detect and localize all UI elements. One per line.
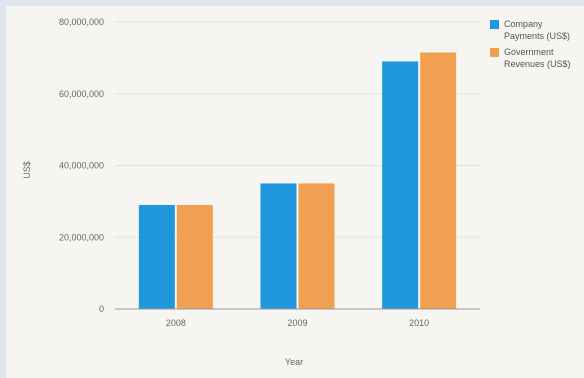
legend-swatch-company bbox=[490, 20, 499, 29]
x-tick-label: 2010 bbox=[409, 318, 429, 328]
y-tick-label: 80,000,000 bbox=[59, 17, 104, 27]
x-axis-label: Year bbox=[285, 357, 303, 367]
x-axis-ticks: 2008 2009 2010 bbox=[166, 318, 429, 328]
bar-government-2010[interactable] bbox=[420, 52, 457, 310]
x-tick-label: 2008 bbox=[166, 318, 186, 328]
bar-company-2009[interactable] bbox=[260, 183, 297, 309]
bars bbox=[138, 52, 457, 310]
legend-item-company[interactable]: Company Payments (US$) bbox=[490, 18, 580, 42]
bar-government-2008[interactable] bbox=[176, 204, 213, 309]
grid-lines bbox=[115, 21, 480, 238]
legend-item-government[interactable]: Government Revenues (US$) bbox=[490, 46, 580, 70]
legend-label-government: Government Revenues (US$) bbox=[504, 47, 571, 69]
y-tick-label: 60,000,000 bbox=[59, 89, 104, 99]
legend-swatch-government bbox=[490, 48, 499, 57]
bar-company-2010[interactable] bbox=[382, 61, 419, 310]
bar-government-2009[interactable] bbox=[298, 183, 335, 309]
x-tick-label: 2009 bbox=[287, 318, 307, 328]
legend-label-company: Company Payments (US$) bbox=[504, 19, 571, 41]
legend: Company Payments (US$) Government Revenu… bbox=[490, 18, 580, 74]
y-tick-label: 20,000,000 bbox=[59, 232, 104, 242]
y-tick-label: 40,000,000 bbox=[59, 161, 104, 171]
y-axis-ticks: 0 20,000,000 40,000,000 60,000,000 80,000,00… bbox=[59, 17, 104, 314]
bar-company-2008[interactable] bbox=[138, 204, 175, 309]
y-axis-label: US$ bbox=[22, 161, 32, 179]
y-tick-label: 0 bbox=[99, 304, 104, 314]
